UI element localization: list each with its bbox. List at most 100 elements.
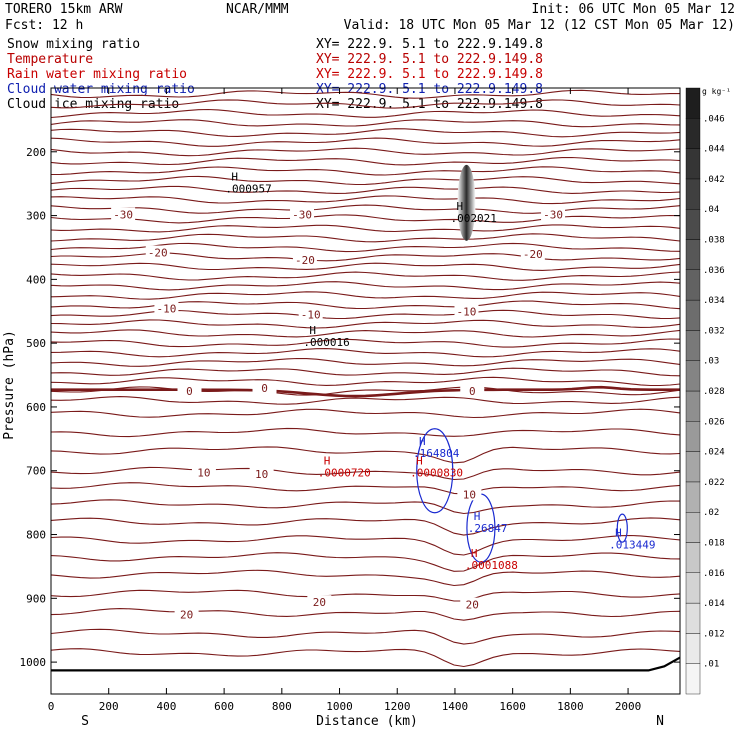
colorbar-cell xyxy=(685,390,701,422)
isotherm-line xyxy=(50,589,681,602)
isotherm-label-bg xyxy=(145,245,170,259)
legend-field-name: Rain water mixing ratio xyxy=(7,67,187,82)
forecast-hour: Fcst: 12 h xyxy=(5,18,83,33)
colorbar-tick-label: .01 xyxy=(703,660,719,670)
colorbar-cell xyxy=(685,330,701,361)
isotherm-line xyxy=(50,214,681,224)
y-tick-label: 200 xyxy=(26,146,46,159)
colorbar-cell xyxy=(685,512,701,543)
colorbar-tick-label: .02 xyxy=(703,508,719,518)
x-tick-label: 200 xyxy=(99,700,119,713)
colorbar-tick-label: .016 xyxy=(703,569,725,579)
colorbar-cell xyxy=(685,178,701,210)
isotherm-label-bg xyxy=(541,207,566,221)
isotherm-line xyxy=(50,319,681,329)
colorbar: .01 .012 .014 .016 .018 .02 .022 .024 .026 .028 .0… xyxy=(685,87,731,695)
colorbar-tick-label: .024 xyxy=(703,448,725,458)
isotherm-label: -20 xyxy=(295,254,315,267)
maximum-value: .0001088 xyxy=(465,559,518,572)
isotherm-label: 10 xyxy=(463,488,476,501)
isotherm-line xyxy=(50,408,681,419)
isotherm-label-bg xyxy=(460,384,485,397)
init-time: Init: 06 UTC Mon 05 Mar 12 xyxy=(532,2,736,17)
maximum-marker: H xyxy=(309,324,316,337)
colorbar-tick-label: .046 xyxy=(703,114,725,124)
isotherm-line xyxy=(50,233,681,243)
isotherm-label: -30 xyxy=(292,208,312,221)
legend-field-range: XY= 222.9. 5.1 to 222.9.149.8 xyxy=(316,82,543,97)
isotherm-line xyxy=(50,348,681,358)
north-end-label: N xyxy=(656,714,664,729)
colorbar-tick-label: .04 xyxy=(703,205,719,215)
colorbar-cell xyxy=(685,118,701,149)
maximum-marker: H xyxy=(231,170,238,183)
maximum-marker: H xyxy=(615,526,622,539)
isotherm-line xyxy=(50,427,681,438)
terrain-line xyxy=(51,656,681,672)
y-axis-label: Pressure (hPa) xyxy=(2,330,17,440)
y-tick-label: 400 xyxy=(26,273,46,286)
isotherm-line xyxy=(50,569,681,587)
colorbar-tick-label: .03 xyxy=(703,357,719,367)
isotherm-line xyxy=(50,357,681,367)
isotherm-line xyxy=(50,608,681,621)
isotherm-label: 0 xyxy=(186,385,193,398)
isotherm-label-bg xyxy=(460,597,485,611)
isotherm-line xyxy=(50,648,681,668)
maximum-marker: H xyxy=(456,200,463,213)
y-tick-label: 700 xyxy=(26,465,46,478)
isotherm-line xyxy=(50,137,681,147)
maximum-marker: H xyxy=(474,510,481,523)
model-title: TORERO 15km ARW xyxy=(5,2,123,17)
isotherm-label-bg xyxy=(520,246,545,260)
isotherm-label-bg xyxy=(252,380,277,394)
colorbar-tick-label: .026 xyxy=(703,417,725,427)
isotherm-line xyxy=(50,552,681,572)
isotherm-label: 20 xyxy=(180,608,193,621)
isotherm-line xyxy=(50,166,681,176)
x-tick-label: 800 xyxy=(272,700,292,713)
isotherm-line xyxy=(50,128,681,138)
maximum-value: .000016 xyxy=(303,336,349,349)
isotherm-label: -10 xyxy=(301,308,321,321)
isotherm-label-bg xyxy=(249,466,274,480)
colorbar-tick-label: .014 xyxy=(703,599,725,609)
isotherm-line xyxy=(50,262,681,271)
isotherm-line xyxy=(50,175,681,186)
colorbar-tick-label: .042 xyxy=(703,175,725,185)
isotherm-label: 20 xyxy=(313,596,326,609)
x-tick-label: 1200 xyxy=(384,700,411,713)
plot-area: -30 -30 -30 -20 -20 -20 -10 -10 -10 0 0 0 10 10 10 20 20… xyxy=(20,87,681,713)
south-end-label: S xyxy=(81,714,89,729)
x-tick-label: 600 xyxy=(214,700,234,713)
maximum-value: .0000830 xyxy=(410,466,463,479)
isotherm-line xyxy=(51,385,680,398)
y-tick-label: 600 xyxy=(26,401,46,414)
isotherm-label: -30 xyxy=(113,208,133,221)
isotherm-label-bg xyxy=(290,207,315,221)
isotherm-label-bg xyxy=(298,307,323,321)
isotherm-line xyxy=(50,271,681,281)
colorbar-cell xyxy=(685,360,701,392)
isotherm-label-bg xyxy=(111,207,136,221)
colorbar-cell xyxy=(685,421,701,452)
colorbar-unit: g kg⁻¹ xyxy=(702,87,731,96)
colorbar-cell xyxy=(685,239,701,270)
colorbar-tick-label: .034 xyxy=(703,296,725,306)
isotherm-label-bg xyxy=(174,607,199,621)
legend-field-name: Cloud ice mixing ratio xyxy=(7,97,179,112)
legend-field-name: Temperature xyxy=(7,52,93,67)
maximum-value: .26847 xyxy=(468,522,508,535)
isotherm-line xyxy=(50,396,681,405)
colorbar-tick-label: .022 xyxy=(703,478,725,488)
colorbar-tick-label: .032 xyxy=(703,326,725,336)
y-tick-label: 800 xyxy=(26,529,46,542)
organization: NCAR/MMM xyxy=(226,2,289,17)
isotherm-line xyxy=(50,108,681,119)
legend-field-range: XY= 222.9. 5.1 to 222.9.149.8 xyxy=(316,52,543,67)
y-tick-label: 500 xyxy=(26,337,46,350)
x-tick-label: 0 xyxy=(48,700,55,713)
isotherm-line xyxy=(50,376,681,387)
